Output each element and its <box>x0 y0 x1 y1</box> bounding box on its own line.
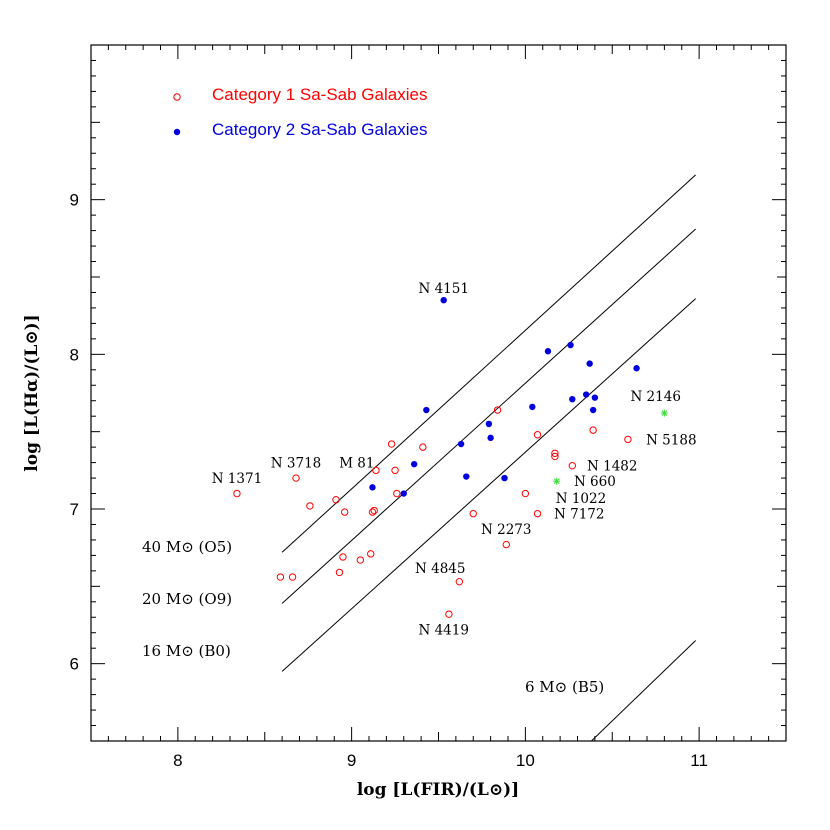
category-1-point <box>419 443 427 451</box>
galaxy-label: M 81 <box>339 456 374 472</box>
category-2-point <box>423 406 430 414</box>
category-2-point <box>567 341 574 349</box>
category-1-point <box>568 461 576 470</box>
category-2-point <box>400 490 407 497</box>
mass-label: 20 M⊙ (O9) <box>142 590 232 608</box>
x-tick-label: 10 <box>516 751 535 770</box>
category-1-point <box>340 508 349 516</box>
legend: Category 1 Sa-Sab Galaxies Category 2 Sa-… <box>173 85 427 139</box>
galaxy-label: N 2146 <box>630 389 680 405</box>
category-1-point <box>533 509 542 518</box>
reference-lines <box>281 174 696 742</box>
legend-label: Category 1 Sa-Sab Galaxies <box>212 85 427 104</box>
x-tick-labels: 8 9 10 11 <box>173 751 708 770</box>
category-2-point <box>544 348 552 355</box>
galaxy-label: N 4151 <box>418 281 468 297</box>
legend-marker <box>173 93 181 101</box>
category-2-point <box>463 473 470 480</box>
mass-label: 40 M⊙ (O5) <box>142 538 232 556</box>
category-1-point <box>233 489 241 498</box>
category-2-point <box>369 484 376 491</box>
category-1-point <box>455 577 464 586</box>
mass-label: 16 M⊙ (B0) <box>142 642 231 660</box>
galaxy-label: N 5188 <box>646 432 696 448</box>
x-axis-label: log [L(FIR)/(L⊙)] <box>357 780 519 800</box>
data-points <box>233 297 668 618</box>
y-tick-label: 6 <box>70 655 79 674</box>
category-1-point <box>521 489 530 498</box>
category-2-point <box>591 394 599 401</box>
category-1-point <box>551 449 559 458</box>
category-1-point <box>469 509 477 518</box>
category-2-point <box>569 395 576 403</box>
category-2-point <box>589 406 597 414</box>
category-1-point <box>624 435 632 444</box>
category-1-point <box>367 550 375 558</box>
mass-label: 6 M⊙ (B5) <box>525 678 604 696</box>
category-1-point <box>589 426 597 434</box>
galaxy-label: N 1371 <box>212 471 262 487</box>
category-2-point <box>440 297 447 304</box>
category-1-point <box>368 508 377 516</box>
x-tick-label: 9 <box>347 751 356 770</box>
axis-ticks <box>91 45 786 741</box>
galaxy-label: N 4845 <box>415 561 465 577</box>
category-1-point <box>306 502 314 510</box>
y-axis-label: log [L(Hα)/(L⊙)] <box>22 314 42 471</box>
galaxy-label: N 660 <box>574 474 616 490</box>
category-1-point <box>332 496 340 504</box>
category-1-point <box>288 573 297 581</box>
reference-line <box>281 174 696 553</box>
galaxy-label: N 1482 <box>587 459 637 475</box>
y-tick-labels: 6 7 8 9 <box>70 191 79 674</box>
galaxy-label: N 7172 <box>554 507 604 523</box>
asterisk-stroke <box>553 478 560 484</box>
category-1-point <box>391 466 399 475</box>
category-1-point <box>335 568 344 577</box>
category-2-point <box>633 365 640 372</box>
reference-line <box>591 640 696 742</box>
galaxy-label: N 2273 <box>481 522 531 538</box>
category-1-point <box>551 452 559 461</box>
reference-line <box>281 228 696 604</box>
reference-line <box>281 298 696 672</box>
category-2-point <box>501 474 508 482</box>
category-2-point <box>410 460 418 468</box>
category-1-point <box>276 573 285 581</box>
mass-labels: 40 M⊙ (O5) 20 M⊙ (O9) 16 M⊙ (B0) 6 M⊙ (B5) <box>142 538 604 696</box>
galaxy-annotations: N 4151 N 1371 N 3718 M 81 N 2146 N 5188 N 1482… <box>212 281 697 639</box>
asterisk-point <box>553 477 561 485</box>
category-2-point <box>582 391 590 398</box>
asterisk-point <box>660 409 668 417</box>
category-1-point <box>356 556 365 564</box>
category-2-point <box>485 420 493 428</box>
x-tick-label: 8 <box>173 751 182 770</box>
category-1-point <box>370 506 378 515</box>
galaxy-label: N 1022 <box>556 491 606 507</box>
category-2-point <box>586 360 593 367</box>
category-1-point <box>393 489 401 498</box>
category-1-point <box>445 610 453 618</box>
y-tick-label: 8 <box>70 345 79 364</box>
category-1-point <box>533 431 542 439</box>
category-2-point <box>457 440 465 448</box>
legend-marker <box>173 128 181 136</box>
category-1-point <box>292 474 300 482</box>
category-1-point <box>387 440 396 448</box>
galaxy-label: N 4419 <box>418 623 468 639</box>
galaxy-label: N 3718 <box>271 456 321 472</box>
asterisk-stroke <box>661 410 668 416</box>
category-1-point <box>493 406 502 414</box>
category-2-point <box>529 403 536 411</box>
category-2-point <box>487 434 494 442</box>
x-tick-label: 11 <box>690 751 708 770</box>
legend-label: Category 2 Sa-Sab Galaxies <box>212 120 427 139</box>
category-1-point <box>372 466 380 475</box>
category-1-point <box>502 540 510 549</box>
y-tick-label: 9 <box>70 191 79 210</box>
category-1-point <box>339 553 347 561</box>
y-tick-label: 7 <box>70 500 79 519</box>
